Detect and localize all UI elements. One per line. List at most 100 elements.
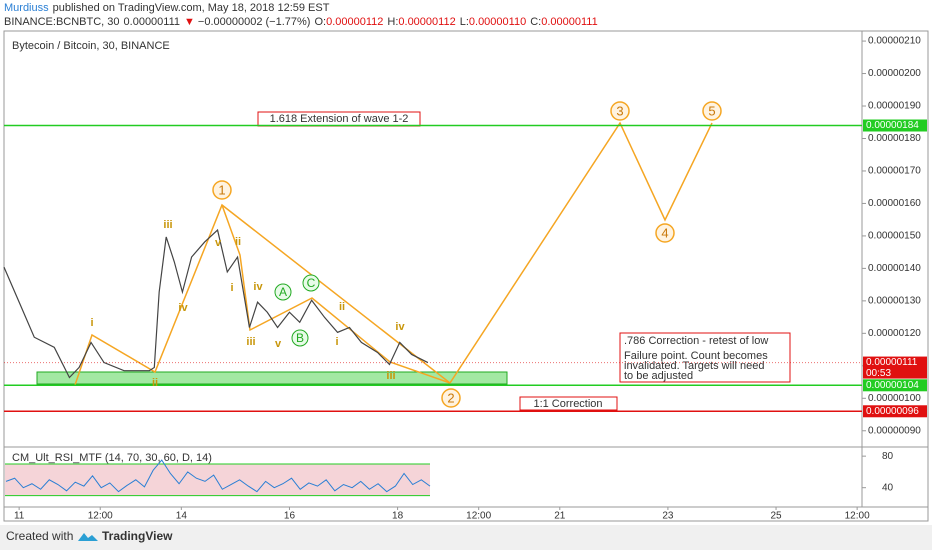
- rsi-tick-label: 40: [882, 482, 894, 493]
- published: published on TradingView.com, May 18, 20…: [53, 2, 330, 14]
- ohlc-value: 0.00000112: [326, 16, 383, 28]
- major-wave-label: 3: [616, 103, 623, 118]
- level-label: 0.00000184: [866, 120, 919, 131]
- major-wave-label: 2: [447, 390, 454, 405]
- x-tick-label: 25: [770, 511, 782, 522]
- y-tick-label: 0.00000200: [868, 68, 921, 79]
- rsi-title: CM_Ult_RSI_MTF (14, 70, 30, 60, D, 14): [12, 452, 212, 464]
- note-body: Failure point. Count becomes: [624, 350, 768, 362]
- x-tick-label: 18: [392, 511, 404, 522]
- ohlc-key: H:: [387, 16, 398, 28]
- header-line-1: Murdiuss published on TradingView.com, Ma…: [4, 2, 330, 14]
- minor-wave-label: iii: [163, 219, 172, 231]
- minor-wave-label: iii: [386, 370, 395, 382]
- x-tick-label: 11: [14, 511, 25, 522]
- ohlc-key: C:: [530, 16, 541, 28]
- level-tag: [863, 119, 927, 132]
- level-tag: [863, 379, 927, 392]
- x-tick-label: 16: [284, 511, 296, 522]
- y-tick-label: 0.00000140: [868, 263, 921, 274]
- header-line-2: BINANCE:BCNBTC, 30 0.00000111 ▼ −0.00000002…: [4, 16, 598, 28]
- y-tick-label: 0.00000180: [868, 133, 921, 144]
- ohlc-value: 0.00000110: [469, 16, 526, 28]
- x-tick-label: 12:00: [845, 511, 870, 522]
- major-circle: [212, 180, 232, 200]
- level-tag: [863, 405, 927, 418]
- arrow: ▼: [184, 16, 195, 28]
- minor-wave-label: iv: [395, 321, 405, 333]
- y-tick-label: 0.00000210: [868, 36, 921, 47]
- level-label: 0.00000096: [866, 406, 919, 417]
- symbol: BINANCE:BCNBTC, 30: [4, 16, 120, 28]
- major-circle: [610, 101, 630, 121]
- major-wave-label: 5: [708, 103, 715, 118]
- note-box: [619, 332, 791, 383]
- y-tick-label: 0.00000090: [868, 425, 921, 436]
- abc-wave-label: A: [279, 285, 287, 299]
- ohlc-key: L:: [460, 16, 469, 28]
- ohlc-value: 0.00000112: [398, 16, 455, 28]
- correction-label: 1:1 Correction: [533, 398, 602, 410]
- y-tick-label: 0.00000190: [868, 101, 921, 112]
- footer-created: Created with: [6, 529, 73, 543]
- minor-wave-label: i: [90, 317, 93, 329]
- abc-circle: [274, 283, 292, 301]
- x-tick-label: 12:00: [466, 511, 491, 522]
- rsi-band: [5, 464, 430, 496]
- wave-line: [221, 204, 451, 384]
- footer-brand[interactable]: TradingView: [102, 529, 173, 543]
- minor-wave-label: ii: [339, 301, 345, 313]
- y-tick-label: 0.00000100: [868, 393, 921, 404]
- level-label: 0.00000104: [866, 380, 919, 391]
- y-tick-label: 0.00000120: [868, 328, 921, 339]
- minor-wave-label: i: [335, 336, 338, 348]
- last-price-label: 0.00000111: [866, 357, 918, 368]
- minor-wave-label: iii: [246, 336, 255, 348]
- projection-line: [449, 121, 713, 384]
- y-tick-label: 0.00000150: [868, 231, 921, 242]
- rsi-line: [5, 459, 431, 493]
- note-body: invalidated. Targets will need: [624, 360, 764, 372]
- price-line: [3, 228, 429, 379]
- rsi-tick-label: 80: [882, 451, 894, 462]
- extension-label: 1.618 Extension of wave 1-2: [270, 113, 409, 125]
- major-wave-label: 1: [218, 182, 225, 197]
- author[interactable]: Murdiuss: [4, 2, 49, 14]
- major-circle: [441, 388, 461, 408]
- abc-circle: [291, 329, 309, 347]
- minor-wave-label: iv: [253, 281, 263, 293]
- minor-wave-label: ii: [235, 236, 241, 248]
- chart-title: Bytecoin / Bitcoin, 30, BINANCE: [12, 40, 170, 52]
- countdown: 00:53: [866, 368, 891, 379]
- minor-wave-label: iv: [178, 302, 188, 314]
- note-title: .786 Correction - retest of low: [624, 335, 768, 347]
- major-wave-label: 4: [661, 225, 668, 240]
- minor-wave-label: v: [275, 338, 282, 350]
- x-tick-label: 12:00: [88, 511, 113, 522]
- chart-frame: [3, 30, 929, 522]
- x-tick-label: 14: [176, 511, 188, 522]
- y-tick-label: 0.00000160: [868, 198, 921, 209]
- x-tick-label: 21: [554, 511, 566, 522]
- major-circle: [655, 223, 675, 243]
- ohlc-key: O:: [314, 16, 326, 28]
- ohlc-value: 0.00000111: [541, 16, 597, 28]
- minor-wave-label: i: [230, 282, 233, 294]
- x-tick-label: 23: [662, 511, 674, 522]
- footer-bar: [0, 525, 932, 550]
- y-tick-label: 0.00000130: [868, 296, 921, 307]
- support-zone: [36, 371, 508, 385]
- abc-circle: [302, 274, 320, 292]
- change: −0.00000002 (−1.77%): [198, 16, 311, 28]
- abc-wave-label: B: [296, 331, 304, 345]
- minor-wave-label: v: [215, 237, 222, 249]
- abc-wave-label: C: [307, 276, 316, 290]
- last-price-tag: [863, 356, 927, 379]
- price: 0.00000111: [124, 16, 180, 28]
- brand-logo: [78, 533, 98, 541]
- correction-box: [519, 396, 618, 411]
- minor-wave-label: ii: [152, 377, 158, 389]
- note-body: to be adjusted: [624, 370, 693, 382]
